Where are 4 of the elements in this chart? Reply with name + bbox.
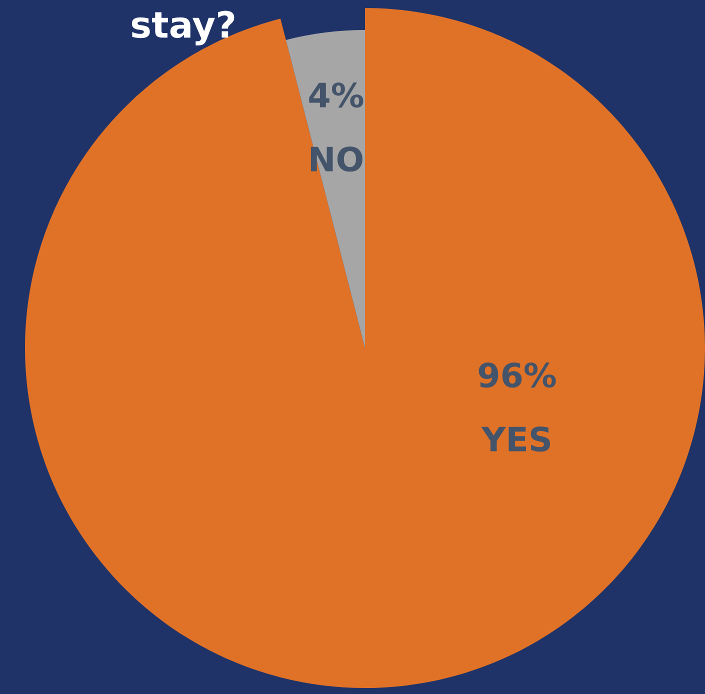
data-label: 96% bbox=[478, 362, 556, 388]
data-label: 4% bbox=[309, 82, 364, 108]
slice-label: YES bbox=[481, 426, 550, 452]
chart-title: stay? bbox=[132, 10, 234, 46]
